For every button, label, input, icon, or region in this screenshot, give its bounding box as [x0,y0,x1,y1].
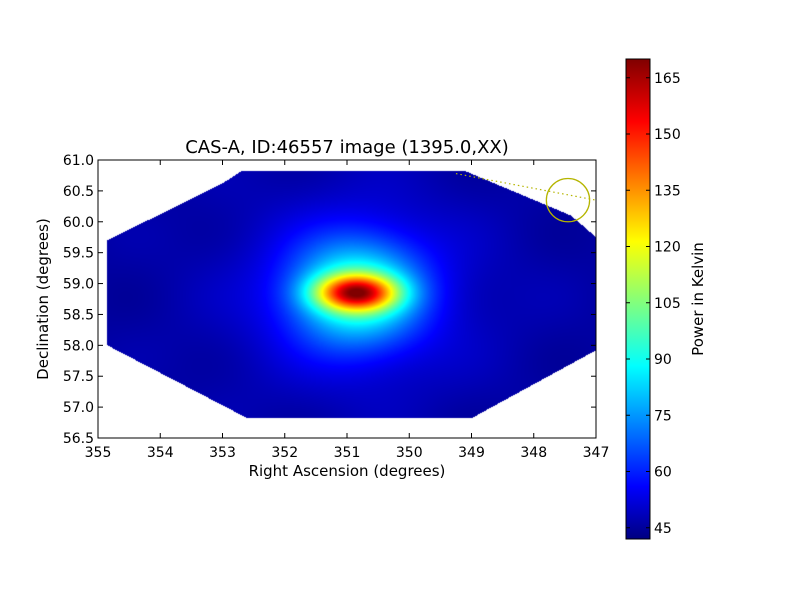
y-tick-label: 57.0 [63,400,94,416]
y-tick-label: 60.5 [63,184,94,200]
colorbar-ticks: 45 60 75 90 105 120 135 150 165 [626,71,681,537]
y-tick-label: 58.5 [63,307,94,323]
colorbar [625,58,651,540]
y-tick-label: 58.0 [63,338,94,354]
colorbar-tick-label: 45 [654,521,672,537]
x-tick-label: 347 [583,445,610,461]
colorbar-label: Power in Kelvin [689,242,707,356]
x-axis-label: Right Ascension (degrees) [249,462,446,480]
x-tick-label: 351 [334,445,361,461]
y-tick-label: 59.5 [63,246,94,262]
x-tick-label: 354 [147,445,174,461]
colorbar-tick-label: 75 [654,408,672,424]
colorbar-tick-label: 120 [654,240,681,256]
y-tick-label: 61.0 [63,153,94,169]
x-tick-label: 353 [209,445,236,461]
beam-circle [545,177,591,223]
y-tick-label: 57.5 [63,369,94,385]
colorbar-tick-label: 135 [654,183,681,199]
x-tick-label: 350 [396,445,423,461]
heatmap-image [98,160,596,438]
y-tick-label: 60.0 [63,215,94,231]
x-tick-label: 348 [520,445,547,461]
x-tick-label: 352 [271,445,298,461]
y-axis-ticks: 56.5 57.0 57.5 58.0 58.5 59.0 59.5 60.0 60.5 61.0 [63,153,596,447]
colorbar-tick-label: 150 [654,127,681,143]
colorbar-tick-label: 165 [654,71,681,87]
x-axis-ticks: 355 354 353 352 351 350 349 348 347 [85,160,610,461]
colorbar-tick-label: 90 [654,352,672,368]
y-tick-label: 59.0 [63,277,94,293]
y-tick-label: 56.5 [63,431,94,447]
colorbar-tick-label: 105 [654,296,681,312]
y-axis-label: Declination (degrees) [34,218,52,380]
overlay-layer [455,173,596,223]
beam-direction-line [455,173,596,201]
chart-title: CAS-A, ID:46557 image (1395.0,XX) [185,137,509,158]
x-tick-label: 349 [458,445,485,461]
x-tick-label: 355 [85,445,112,461]
colorbar-tick-label: 60 [654,465,672,481]
